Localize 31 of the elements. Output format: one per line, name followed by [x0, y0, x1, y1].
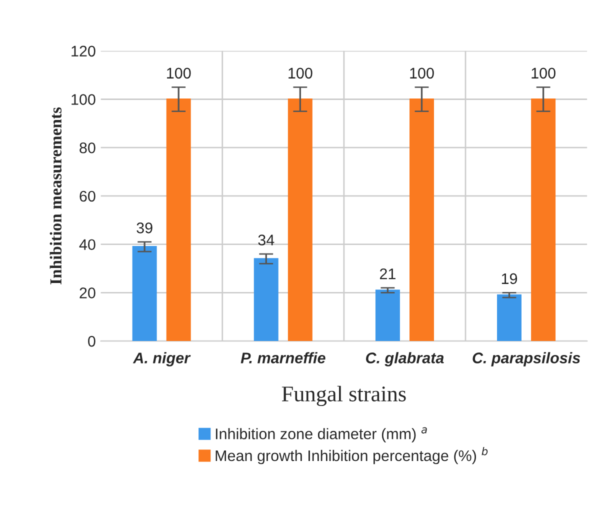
bar [497, 294, 522, 342]
y-tick-label: 20 [80, 288, 96, 298]
bar [166, 98, 191, 342]
data-label: 100 [532, 68, 556, 79]
y-axis-title: Inhibition measurements [50, 107, 62, 284]
y-tick-label: 80 [80, 142, 96, 154]
x-axis-title: Fungal strains [282, 386, 406, 406]
x-tick-label: P. marneffie [240, 352, 326, 364]
data-label: 100 [288, 68, 312, 79]
x-tick-label: C. parapsilosis [472, 352, 580, 366]
data-label: 100 [410, 68, 434, 79]
legend-label: Inhibition zone diameter (mm) $^{a}$ [216, 427, 427, 442]
bar [410, 98, 434, 342]
x-tick-label: A. niger [132, 352, 191, 366]
data-label: 39 [136, 222, 152, 234]
y-tick-label: 0 [88, 336, 96, 347]
bar [288, 98, 312, 342]
data-label: 19 [502, 273, 518, 284]
y-tick-label: 100 [72, 94, 96, 105]
data-label: 34 [258, 234, 274, 246]
bar [132, 246, 157, 342]
bar [254, 258, 278, 342]
bar [531, 98, 556, 342]
x-tick-label: C. glabrata [366, 352, 444, 366]
data-label: 21 [380, 268, 396, 280]
data-label: 100 [167, 68, 191, 79]
bar [375, 290, 400, 342]
y-tick-label: 40 [79, 239, 96, 250]
legend-label: Mean growth Inhibition percentage (%) $^{b}$ [216, 447, 488, 464]
y-tick-label: 120 [72, 46, 96, 57]
y-tick-label: 60 [80, 190, 96, 202]
